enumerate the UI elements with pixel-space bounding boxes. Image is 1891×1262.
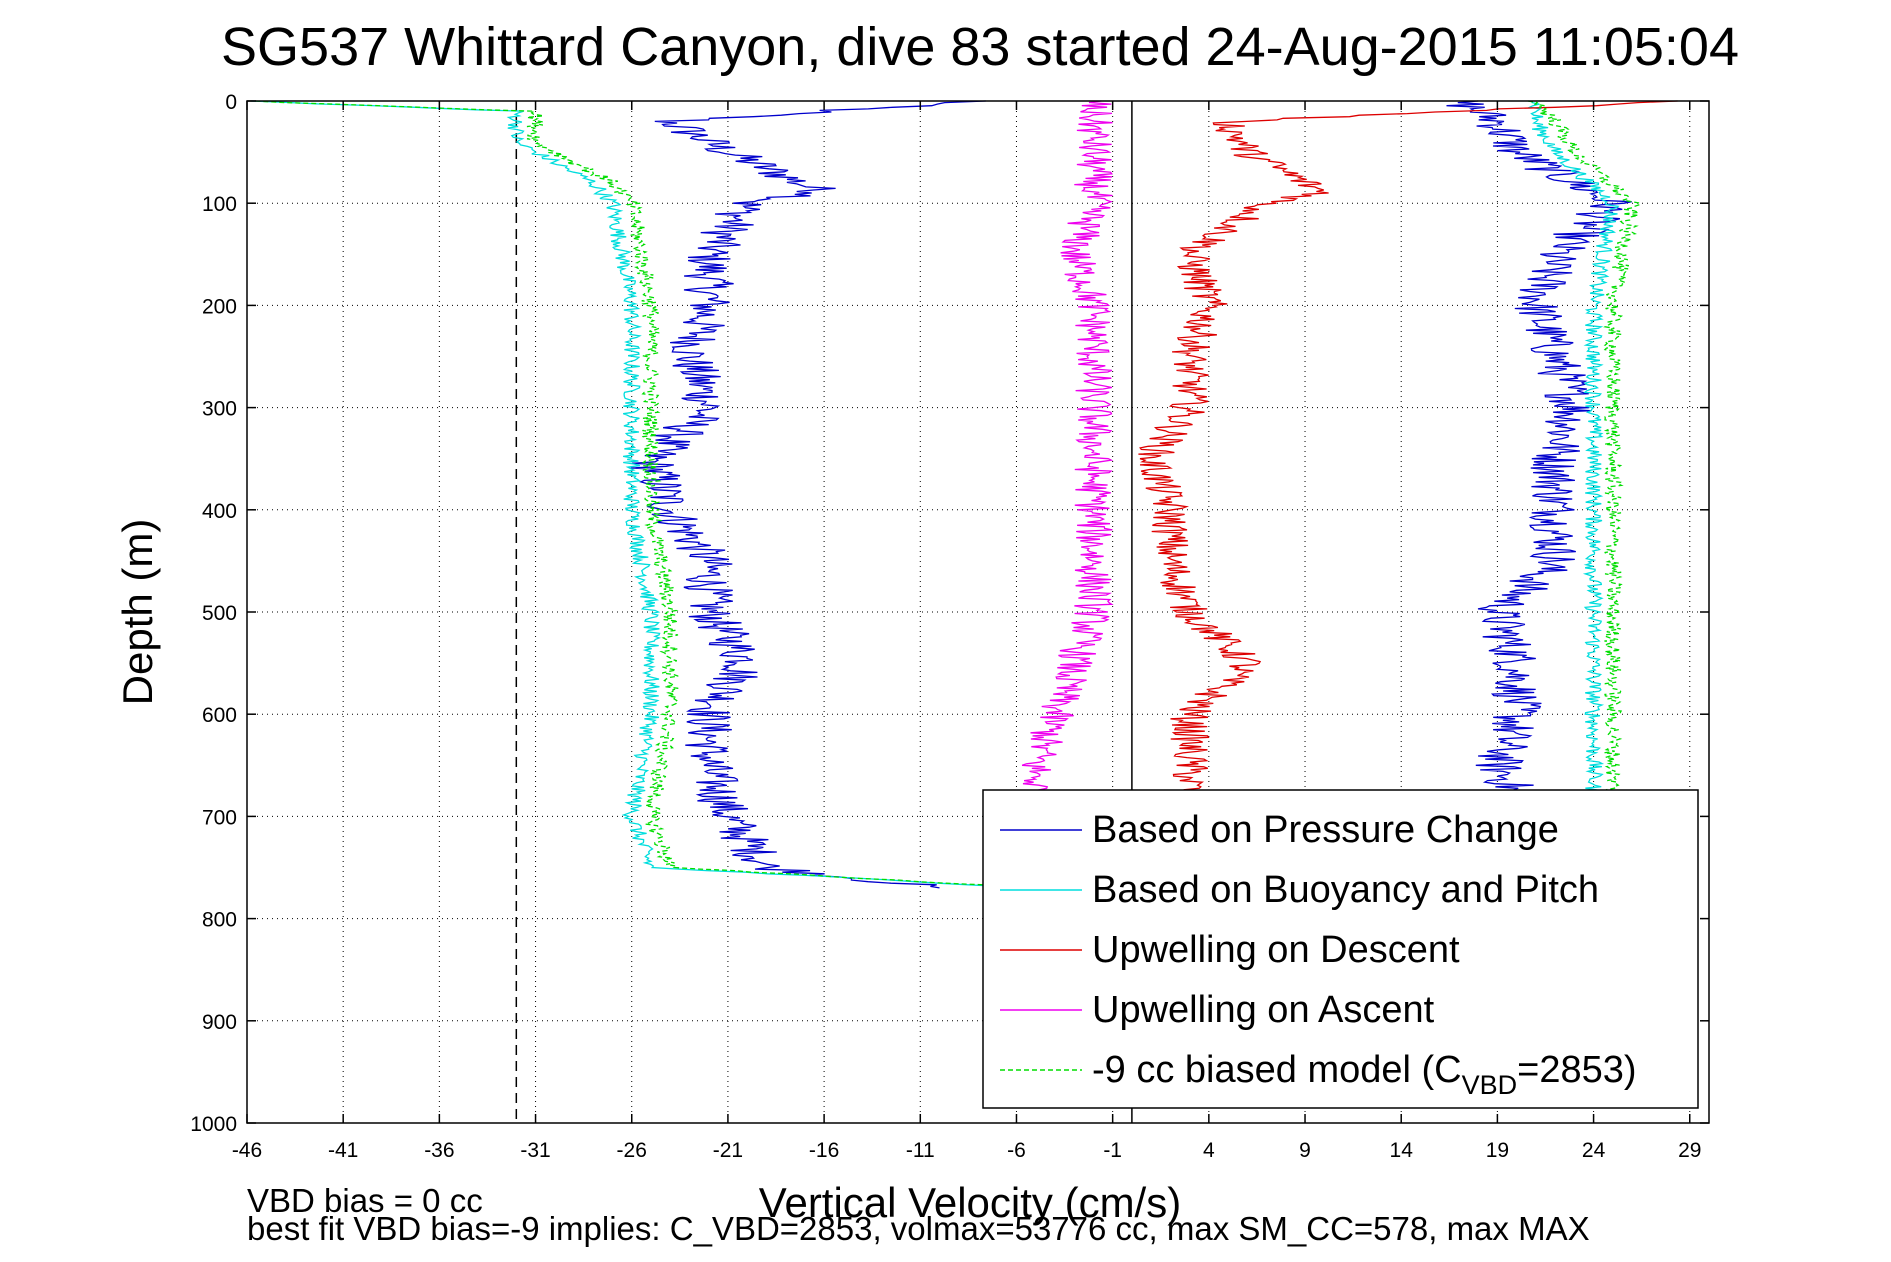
chart-title: SG537 Whittard Canyon, dive 83 started 2…	[221, 17, 1739, 77]
y-tick-label: 200	[202, 295, 237, 318]
y-tick-label: 0	[225, 91, 237, 114]
legend: Based on Pressure Change Based on Buoyanc…	[982, 789, 1699, 1109]
x-tick-label: -11	[906, 1139, 935, 1162]
y-tick-label: 900	[202, 1011, 237, 1034]
series-line-2-descent	[250, 100, 1036, 889]
series-line-4-profile	[1016, 100, 1114, 797]
x-tick-label: -26	[617, 1139, 647, 1162]
legend-label-3: Upwelling on Descent	[1092, 929, 1460, 971]
series-line-1-descent	[630, 100, 986, 889]
x-tick-label: 24	[1582, 1139, 1606, 1162]
plot-area: -46 -41 -36 -31 -26 -21 -16 -11 -6 -1 4 9 14 19 24 29 0…	[190, 91, 1710, 1162]
x-tick-label: -16	[809, 1139, 839, 1162]
y-tick-label: 700	[202, 806, 237, 829]
y-tick-label: 400	[202, 500, 237, 523]
y-ticks: 0 100 200 300 400 500 600 700 800 900 1000	[190, 91, 1709, 1136]
series-line-1-ascent	[1446, 100, 1632, 797]
x-tick-label: 29	[1678, 1139, 1701, 1162]
x-tick-label: -21	[713, 1139, 743, 1162]
footer-line-2: best fit VBD bias=-9 implies: C_VBD=2853…	[247, 1210, 1590, 1247]
y-tick-label: 300	[202, 398, 237, 421]
x-axis-label: Vertical Velocity (cm/s)	[759, 1179, 1181, 1226]
x-tick-label: 4	[1203, 1139, 1215, 1162]
x-tick-label: 9	[1299, 1139, 1311, 1162]
x-ticks: -46 -41 -36 -31 -26 -21 -16 -11 -6 -1 4 9 14 19 24 29	[232, 101, 1701, 1162]
x-tick-label: -41	[328, 1139, 358, 1162]
legend-label-4: Upwelling on Ascent	[1092, 989, 1435, 1031]
x-tick-label: -1	[1103, 1139, 1122, 1162]
x-tick-label: -46	[232, 1139, 262, 1162]
legend-label-5: -9 cc biased model (CVBD=2853)	[1092, 1049, 1637, 1100]
x-tick-label: -36	[424, 1139, 454, 1162]
footer-line-1: VBD bias = 0 cc	[247, 1182, 483, 1219]
series-layer	[250, 100, 1678, 889]
y-tick-label: 500	[202, 602, 237, 625]
x-tick-label: -6	[1007, 1139, 1026, 1162]
y-tick-label: 100	[202, 193, 237, 216]
y-tick-label: 1000	[190, 1113, 237, 1136]
x-tick-label: -31	[520, 1139, 550, 1162]
series-line-5-ascent	[1527, 100, 1642, 797]
x-tick-label: 14	[1390, 1139, 1414, 1162]
series-line-2-ascent	[1527, 100, 1620, 797]
series-line-3-profile	[1138, 100, 1678, 797]
y-tick-label: 600	[202, 704, 237, 727]
y-tick-label: 800	[202, 909, 237, 932]
legend-box	[982, 789, 1699, 1109]
x-tick-label: 19	[1486, 1139, 1509, 1162]
series-line-5-descent	[255, 100, 1036, 889]
legend-label-2: Based on Buoyancy and Pitch	[1092, 869, 1599, 911]
y-axis-label: Depth (m)	[114, 519, 161, 706]
legend-label-1: Based on Pressure Change	[1092, 809, 1559, 851]
